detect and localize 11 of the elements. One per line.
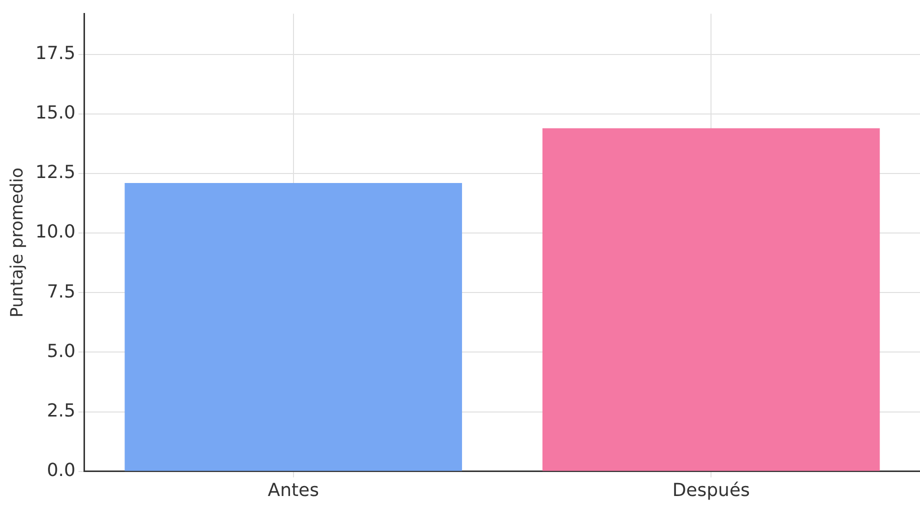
y-tick-label: 2.5 <box>46 400 76 422</box>
y-tick-label: 5.0 <box>46 340 76 362</box>
y-axis-title: Puntaje promedio <box>8 168 28 318</box>
y-tick-label: 17.5 <box>35 42 76 64</box>
y-tick-label: 12.5 <box>35 162 76 184</box>
x-tick-label: Después <box>672 480 750 501</box>
x-tick-label: Antes <box>268 480 319 501</box>
y-tick-label: 10.0 <box>35 222 76 243</box>
y-tick-label: 7.5 <box>46 281 76 302</box>
y-tick-label: 0.0 <box>46 460 76 482</box>
y-tick-label: 15.0 <box>35 102 76 124</box>
